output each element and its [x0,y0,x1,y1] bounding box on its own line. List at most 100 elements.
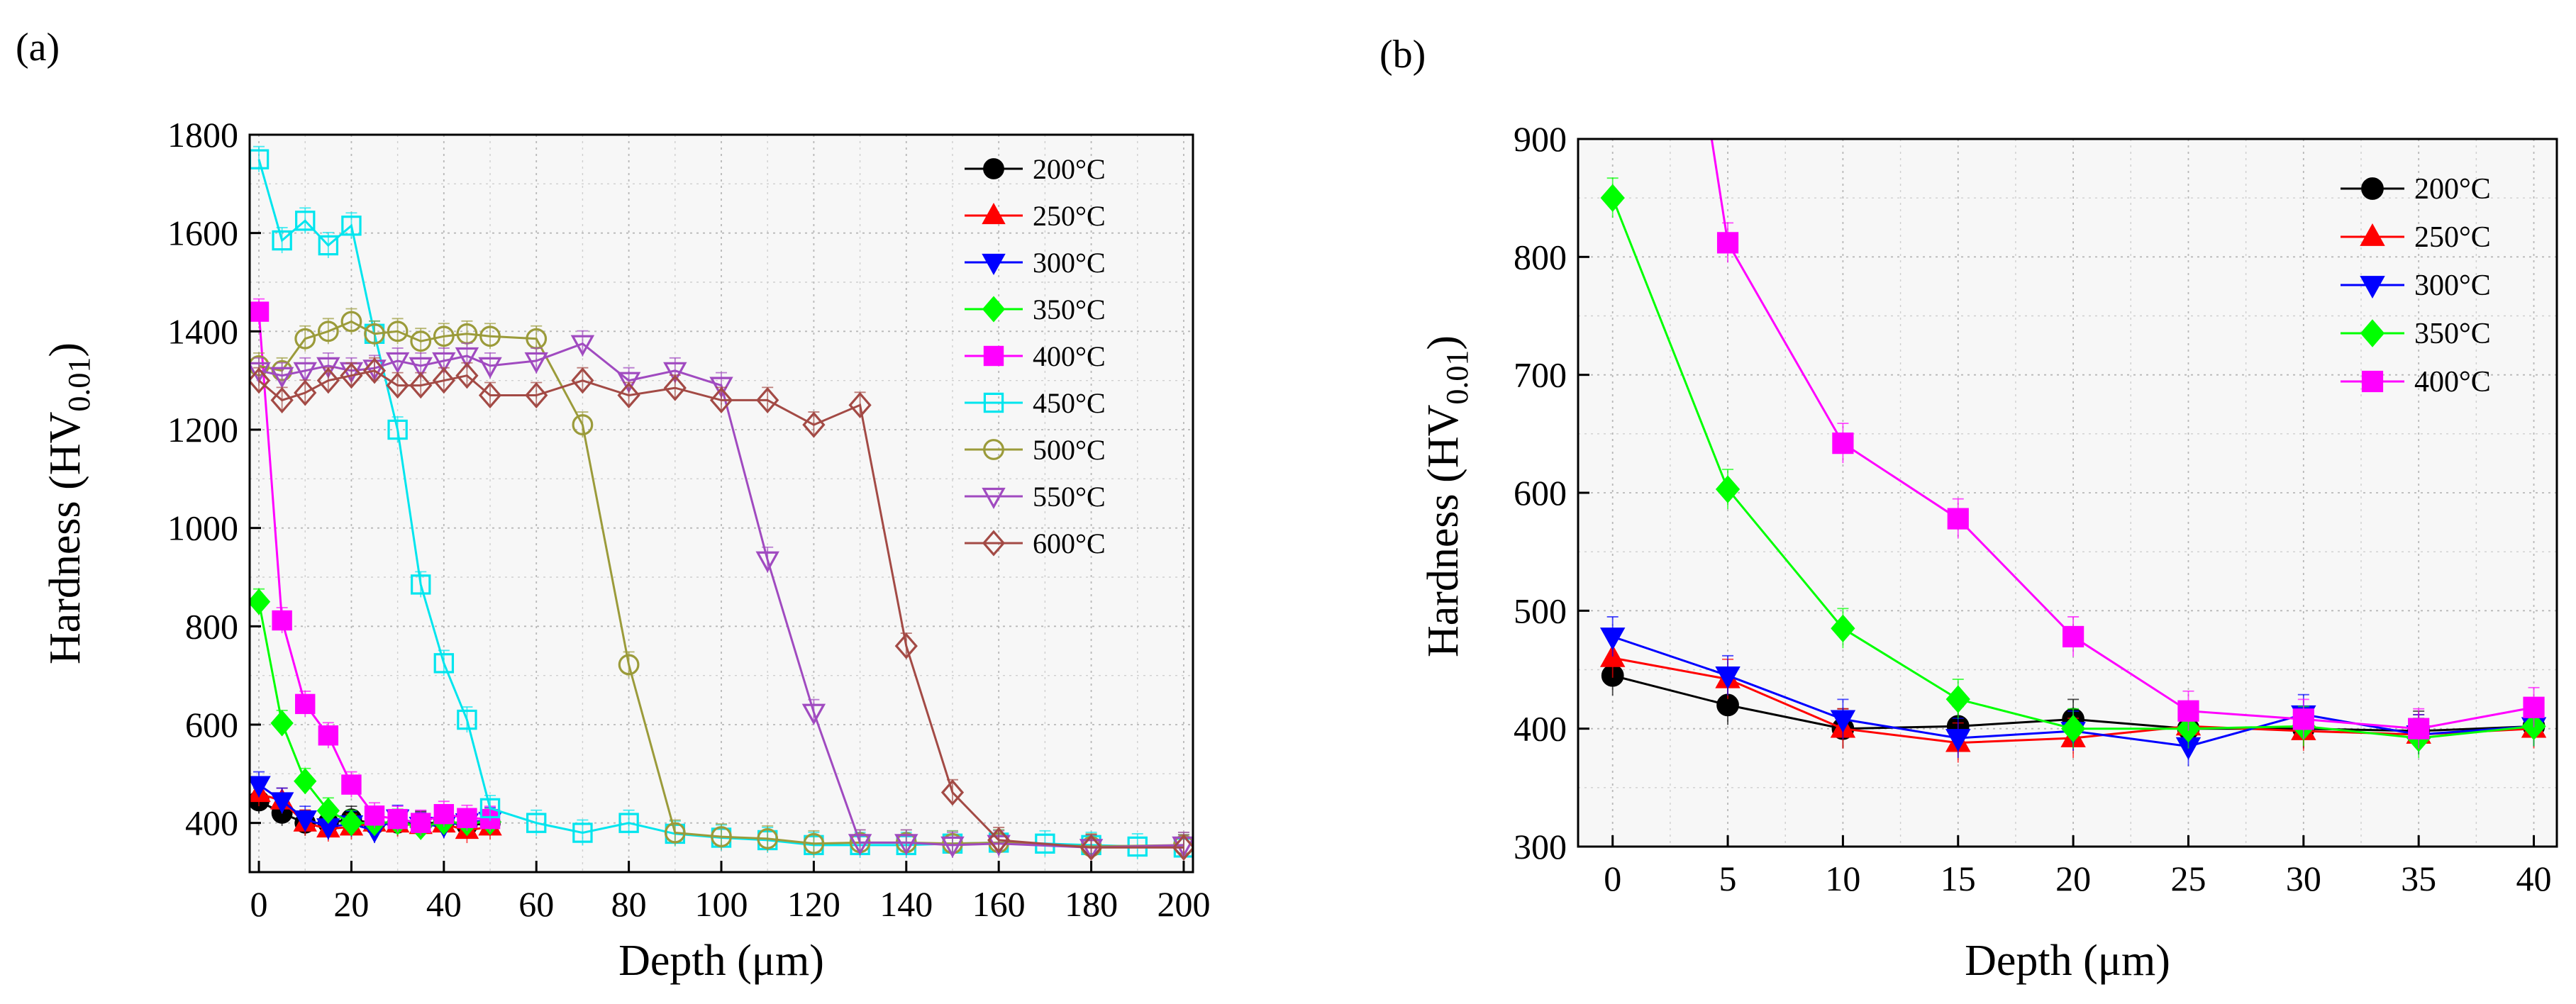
data-point-600-c [709,386,733,413]
x-tick-label-40: 40 [2516,859,2552,898]
legend-marker-450-c [983,392,1004,413]
data-point-550-c [250,362,271,384]
legend-marker-550-c [982,487,1006,509]
data-point-600-c [571,367,594,394]
data-point-450-c [526,813,547,833]
legend-marker-350-c [2360,319,2385,347]
legend-label-200-c: 200°C [1033,153,1106,185]
data-point-550-c [524,352,548,374]
data-point-600-c [386,372,409,399]
data-point-300-c [270,792,294,814]
panel-b-series [1599,139,2547,766]
data-point-350-c [250,589,271,615]
data-point-400-c [250,301,270,322]
y-tick-label-1200: 1200 [167,410,238,450]
y-tick-label-800: 800 [185,606,238,646]
data-point-450-c [457,709,477,730]
data-point-600-c [894,632,918,659]
data-point-350-c [316,797,340,824]
data-point-450-c [572,822,593,843]
y-tick-label-300: 300 [1514,827,1567,866]
data-point-500-c [803,832,825,854]
x-tick-label-200: 200 [1157,884,1210,924]
data-point-400-c [411,813,431,833]
data-point-550-c [570,335,595,357]
data-point-450-c [618,813,639,833]
data-point-350-c [1600,184,1625,212]
data-point-550-c [848,834,872,856]
legend-label-600-c: 600°C [1033,528,1106,559]
data-point-400-c [318,725,339,746]
panel-b-y-axis-label-main: Hardness (HV [1419,404,1467,657]
legend-marker-250-c [982,203,1006,225]
legend-marker-300-c [982,253,1006,275]
legend-marker-400-c [983,345,1004,367]
legend-item-200-c: 200°C [965,153,1106,185]
data-point-300-c [1945,729,1971,752]
data-point-400-c [2523,696,2545,718]
y-tick-label-800: 800 [1514,237,1567,277]
panel-b-label: (b) [1379,33,1426,77]
panel-a-ticks: 0 20 40 60 80 100 120 140 160 180 200 400 600 800 1000… [167,115,1210,924]
data-point-400-c [1716,232,1739,254]
legend-marker-500-c [983,439,1004,460]
legend-marker-400-c [2361,370,2384,393]
legend-label-500-c: 500°C [1033,434,1106,466]
panel-a-y-axis-label-main: Hardness (HV [41,411,89,664]
data-point-350-c [2060,714,2086,743]
x-tick-label-5: 5 [1719,859,1737,898]
data-point-450-c [318,235,339,256]
data-point-450-c [387,419,408,440]
data-point-300-c [1715,666,1741,689]
data-point-350-c [1945,685,1970,713]
x-tick-label-10: 10 [1825,859,1860,898]
data-point-600-c [362,357,387,384]
panel-b-chart: (b) 0 5 10 15 20 25 30 35 40 300 400 500 600 700 800 90… [1379,33,2558,985]
y-tick-label-1600: 1600 [167,213,238,253]
y-tick-label-700: 700 [1514,355,1567,395]
data-point-400-c [457,808,477,828]
data-point-500-c [433,325,455,347]
data-point-550-c [663,362,687,384]
y-tick-label-1000: 1000 [167,508,238,548]
legend-item-450-c: 450°C [965,387,1106,419]
data-point-400-c [2177,700,2199,722]
data-point-400-c [1947,508,1969,530]
data-point-300-c [1599,628,1626,650]
legend-item-600-c: 600°C [965,528,1106,559]
panel-a-label: (a) [16,26,60,69]
data-point-500-c [340,311,362,333]
data-point-350-c [1715,475,1741,503]
legend-item-300-c: 300°C [2341,269,2491,302]
y-tick-label-400: 400 [185,803,238,843]
panel-a-legend: 200°C 250°C 300°C 350°C 400°C 450°C 500°C 550°C… [965,153,1106,559]
data-point-450-c [295,211,316,231]
data-point-500-c [410,330,432,352]
y-tick-label-500: 500 [1514,591,1567,630]
data-point-500-c [479,325,501,347]
data-point-300-c [293,810,317,832]
legend-item-350-c: 350°C [965,294,1106,325]
legend-item-300-c: 300°C [965,247,1106,279]
data-point-400-c [272,610,292,631]
data-point-600-c [270,386,294,413]
y-tick-label-1800: 1800 [167,115,238,155]
data-point-350-c [1831,614,1855,642]
legend-label-250-c: 250°C [2414,221,2491,254]
data-point-600-c [756,386,779,413]
x-tick-label-60: 60 [518,884,554,924]
data-point-500-c [618,654,640,676]
data-point-450-c [433,653,455,674]
data-point-500-c [294,328,316,350]
data-point-400-c [2408,718,2430,740]
x-tick-label-0: 0 [250,884,268,924]
panel-a-y-axis-label-sub: 0.01 [62,357,96,412]
data-point-400-c [1832,433,1854,454]
data-point-550-c [455,347,479,369]
panel-b-legend: 200°C 250°C 300°C 350°C 400°C [2341,173,2491,398]
x-tick-label-20: 20 [333,884,369,924]
legend-label-300-c: 300°C [1033,247,1106,279]
panel-a-y-axis-label-close: ) [41,342,89,357]
series-400-c [1710,139,2545,749]
